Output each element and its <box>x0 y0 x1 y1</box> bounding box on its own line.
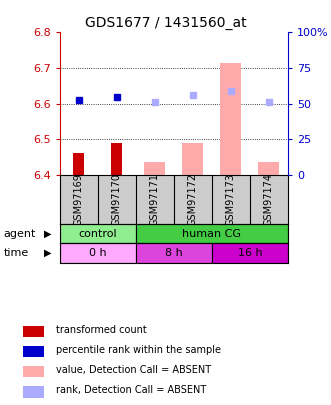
Bar <box>144 162 165 175</box>
Bar <box>182 143 203 175</box>
Text: 8 h: 8 h <box>165 248 183 258</box>
Text: GSM97169: GSM97169 <box>73 173 84 226</box>
Text: human CG: human CG <box>182 228 241 239</box>
Bar <box>23 386 44 398</box>
Bar <box>23 366 44 377</box>
Text: rank, Detection Call = ABSENT: rank, Detection Call = ABSENT <box>56 386 207 395</box>
Bar <box>111 143 122 175</box>
Text: ▶: ▶ <box>44 228 52 239</box>
Bar <box>212 243 288 263</box>
Bar <box>60 243 136 263</box>
Bar <box>220 63 241 175</box>
Text: value, Detection Call = ABSENT: value, Detection Call = ABSENT <box>56 365 211 375</box>
Text: control: control <box>78 228 117 239</box>
Text: GDS1677 / 1431560_at: GDS1677 / 1431560_at <box>85 16 246 30</box>
Text: time: time <box>3 248 28 258</box>
Text: GSM97170: GSM97170 <box>112 173 122 226</box>
Bar <box>23 346 44 357</box>
Bar <box>23 326 44 337</box>
Text: 16 h: 16 h <box>238 248 262 258</box>
Bar <box>136 243 212 263</box>
Bar <box>136 224 288 243</box>
Bar <box>73 153 84 175</box>
Text: 0 h: 0 h <box>89 248 107 258</box>
Bar <box>259 162 279 175</box>
Text: GSM97172: GSM97172 <box>188 173 198 226</box>
Bar <box>60 224 136 243</box>
Text: agent: agent <box>3 228 36 239</box>
Text: percentile rank within the sample: percentile rank within the sample <box>56 345 221 355</box>
Text: transformed count: transformed count <box>56 325 147 335</box>
Text: GSM97174: GSM97174 <box>264 173 274 226</box>
Text: GSM97173: GSM97173 <box>226 173 236 226</box>
Text: ▶: ▶ <box>44 248 52 258</box>
Text: GSM97171: GSM97171 <box>150 173 160 226</box>
